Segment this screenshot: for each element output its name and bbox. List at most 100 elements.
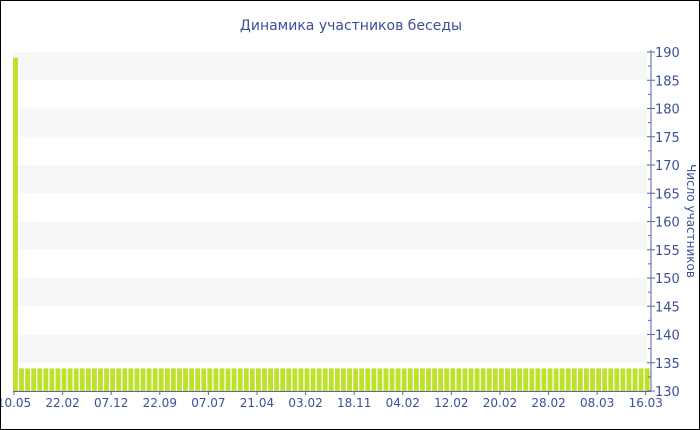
bar [444,368,450,391]
bar [274,368,280,391]
bar [170,368,176,391]
y-tick-label: 135 [655,357,680,372]
bar [328,368,334,391]
bar [201,368,207,391]
bar [225,368,231,391]
bar [262,368,267,391]
bar [498,368,504,391]
bar [249,368,255,391]
y-tick-label: 140 [655,329,680,344]
bar [286,368,292,391]
bar [341,368,346,391]
bar [310,368,316,391]
bar [85,368,91,391]
x-tick-label: 07.07 [191,396,225,410]
bar [43,368,49,391]
bar [547,368,553,391]
bar [577,368,583,391]
grid-band [13,52,647,81]
grid-band [13,278,647,307]
chart-title: Динамика участников беседы [240,18,462,34]
bar [426,368,431,391]
bar [474,368,480,391]
bar [67,368,73,391]
bar [614,368,620,391]
bar [462,368,468,391]
bar [535,368,541,391]
bar [280,368,286,391]
bar [31,368,37,391]
bar [529,368,535,391]
bar [632,368,638,391]
bar [207,368,213,391]
bar [596,368,602,391]
x-tick-label: 28.02 [531,396,565,410]
bar [177,368,182,391]
bar [292,368,298,391]
x-tick-label: 16.03 [629,396,663,410]
grid-band [13,334,647,363]
x-tick-label: 18.11 [337,396,371,410]
y-tick-label: 180 [655,103,680,118]
bar [419,368,425,391]
bar [389,368,395,391]
bar [511,368,516,391]
bar [219,368,225,391]
bar [590,368,595,391]
bar [334,368,340,391]
y-tick-label: 130 [655,385,680,400]
bar [110,368,116,391]
x-tick-label: 22.02 [45,396,79,410]
bar [584,368,589,391]
bar [571,368,577,391]
bar [37,368,43,391]
y-tick-label: 145 [655,300,680,315]
bar [79,368,85,391]
x-tick-label: 22.09 [143,396,177,410]
bar [140,368,146,391]
x-tick-label: 03.02 [288,396,322,410]
bar [347,368,352,391]
bar [195,368,201,391]
y-tick-label: 155 [655,244,680,259]
y-tick-label: 160 [655,216,680,231]
bar [304,368,310,391]
bar [608,368,614,391]
bar [164,368,170,391]
x-tick-label: 04.02 [386,396,420,410]
bar [237,368,243,391]
bar [492,368,498,391]
bar [541,368,547,391]
bar [438,368,444,391]
bar [359,368,365,391]
bar [353,368,359,391]
y-tick-label: 150 [655,272,680,287]
bar [432,368,438,391]
bar [626,368,632,391]
bar [183,368,188,391]
x-tick-label: 21.04 [240,396,274,410]
bar [620,368,626,391]
bar [146,368,152,391]
bar [158,368,164,391]
y-tick-label: 170 [655,159,680,174]
bar [365,368,371,391]
grid-band [13,165,647,194]
bar [13,57,18,392]
bar [413,368,419,391]
bar [523,368,529,391]
bar [116,368,122,391]
bar [565,368,571,391]
x-tick-label: 12.02 [434,396,468,410]
bar [55,368,61,391]
bar [383,368,389,391]
bar [644,368,650,391]
bar [25,368,31,391]
bar [316,368,322,391]
bar [322,368,328,391]
bar [152,368,158,391]
bar [480,368,486,391]
bar [255,368,261,391]
bar [401,368,407,391]
